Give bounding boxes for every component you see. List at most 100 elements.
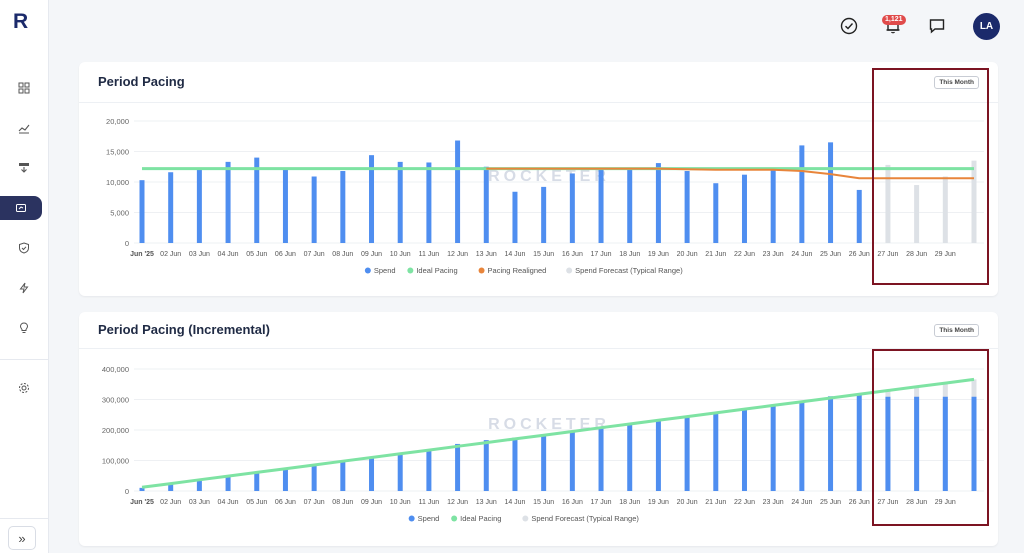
x-tick-label: 22 Jun bbox=[734, 251, 755, 258]
x-tick-label: Jun '25 bbox=[130, 499, 154, 506]
y-tick-label: 10,000 bbox=[106, 178, 129, 187]
spend-bar bbox=[369, 457, 375, 491]
this-month-button[interactable]: This Month bbox=[934, 76, 979, 89]
x-tick-label: 25 Jun bbox=[820, 251, 841, 258]
spend-bar bbox=[828, 396, 834, 491]
sidebar-item-pacing[interactable] bbox=[0, 196, 42, 220]
x-tick-label: 02 Jun bbox=[160, 251, 181, 258]
bolt-icon bbox=[19, 282, 29, 294]
y-tick-label: 20,000 bbox=[106, 117, 129, 126]
spend-bar bbox=[598, 427, 604, 491]
notification-count-badge: 1,121 bbox=[882, 15, 906, 25]
x-tick-label: 12 Jun bbox=[447, 251, 468, 258]
pacing-icon bbox=[16, 204, 26, 212]
spend-bar bbox=[311, 465, 317, 491]
legend-marker bbox=[566, 267, 573, 274]
spend-bar bbox=[139, 180, 145, 243]
card-divider bbox=[79, 348, 998, 349]
spend-bar bbox=[369, 155, 375, 243]
spend-bar bbox=[770, 169, 776, 243]
spend-bar bbox=[397, 453, 403, 491]
shield-icon bbox=[19, 242, 29, 254]
spend-bar bbox=[856, 189, 862, 243]
sidebar-item-insights[interactable] bbox=[0, 316, 48, 340]
legend-marker bbox=[407, 267, 414, 274]
tasks-button[interactable] bbox=[838, 15, 860, 37]
x-tick-label: 06 Jun bbox=[275, 251, 296, 258]
x-tick-label: 13 Jun bbox=[476, 251, 497, 258]
legend-marker bbox=[522, 515, 529, 522]
x-tick-label: 18 Jun bbox=[619, 251, 640, 258]
x-tick-label: 21 Jun bbox=[705, 251, 726, 258]
x-tick-label: 11 Jun bbox=[419, 251, 440, 258]
forecast-bar bbox=[971, 160, 977, 243]
grid-icon bbox=[18, 82, 30, 94]
spend-bar bbox=[914, 396, 920, 491]
collapse-sidebar-button[interactable]: » bbox=[8, 526, 36, 550]
legend-label: Ideal Pacing bbox=[416, 266, 457, 275]
x-tick-label: 09 Jun bbox=[361, 499, 382, 506]
x-tick-label: Jun '25 bbox=[130, 251, 154, 258]
spend-bar bbox=[627, 423, 633, 491]
x-tick-label: 21 Jun bbox=[705, 499, 726, 506]
forecast-highlight-box bbox=[872, 68, 989, 285]
legend-label: Spend bbox=[418, 514, 440, 523]
spend-bar bbox=[196, 480, 202, 491]
trend-icon bbox=[18, 124, 30, 134]
x-tick-label: 26 Jun bbox=[849, 251, 870, 258]
spend-bar bbox=[713, 183, 719, 243]
sidebar-item-automation[interactable] bbox=[0, 276, 48, 300]
legend-label: Ideal Pacing bbox=[460, 514, 501, 523]
period-pacing-incremental-chart: 0 100,000 200,000 300,000 400,000 ROCKETER Jun… bbox=[102, 365, 984, 523]
this-month-button[interactable]: This Month bbox=[934, 324, 979, 337]
period-pacing-card: Period Pacing This Month 0 5,000 10,000 15,… bbox=[79, 62, 998, 296]
x-tick-label: 12 Jun bbox=[447, 499, 468, 506]
spend-bar bbox=[397, 161, 403, 243]
app-logo[interactable]: R bbox=[13, 10, 29, 33]
x-tick-label: 15 Jun bbox=[533, 499, 554, 506]
spend-bar bbox=[770, 406, 776, 491]
sidebar-divider bbox=[0, 518, 48, 519]
spend-bar bbox=[254, 472, 260, 491]
spend-bar bbox=[828, 142, 834, 243]
x-tick-label: 16 Jun bbox=[562, 251, 583, 258]
x-tick-label: 10 Jun bbox=[390, 499, 411, 506]
forecast-bar bbox=[885, 164, 891, 243]
spend-bar bbox=[483, 440, 489, 491]
messages-button[interactable] bbox=[926, 15, 948, 37]
x-tick-label: 03 Jun bbox=[189, 499, 210, 506]
x-tick-label: 07 Jun bbox=[304, 499, 325, 506]
legend-label: Spend bbox=[374, 266, 396, 275]
sidebar-item-dashboard[interactable] bbox=[0, 76, 48, 100]
y-tick-label: 200,000 bbox=[102, 426, 129, 435]
legend-label: Pacing Realigned bbox=[488, 266, 547, 275]
chat-bubble-icon bbox=[929, 19, 945, 34]
x-tick-label: 20 Jun bbox=[677, 251, 698, 258]
sidebar-item-settings[interactable] bbox=[0, 376, 48, 400]
x-tick-label: 27 Jun bbox=[877, 499, 898, 506]
y-tick-label: 15,000 bbox=[106, 148, 129, 157]
spend-bar bbox=[541, 186, 547, 243]
x-tick-label: 24 Jun bbox=[791, 499, 812, 506]
spend-bar bbox=[196, 167, 202, 243]
spend-bar bbox=[971, 396, 977, 491]
sidebar-item-trends[interactable] bbox=[0, 116, 48, 140]
top-bar bbox=[48, 0, 1024, 52]
x-tick-label: 19 Jun bbox=[648, 251, 669, 258]
x-tick-label: 06 Jun bbox=[275, 499, 296, 506]
user-avatar[interactable]: LA bbox=[973, 13, 1000, 40]
y-tick-label: 5,000 bbox=[110, 209, 129, 218]
spend-bar bbox=[942, 396, 948, 491]
gear-icon bbox=[19, 383, 29, 393]
spend-bar bbox=[168, 172, 174, 243]
x-tick-label: 19 Jun bbox=[648, 499, 669, 506]
watermark: ROCKETER bbox=[488, 168, 610, 185]
sidebar-item-shield[interactable] bbox=[0, 236, 48, 260]
sidebar-item-budget[interactable] bbox=[0, 156, 48, 180]
spend-bar bbox=[799, 145, 805, 243]
lightbulb-icon bbox=[19, 322, 29, 333]
spend-bar bbox=[741, 174, 747, 243]
legend-marker bbox=[364, 267, 371, 274]
spend-bar bbox=[282, 167, 288, 243]
spend-bar bbox=[225, 476, 231, 491]
